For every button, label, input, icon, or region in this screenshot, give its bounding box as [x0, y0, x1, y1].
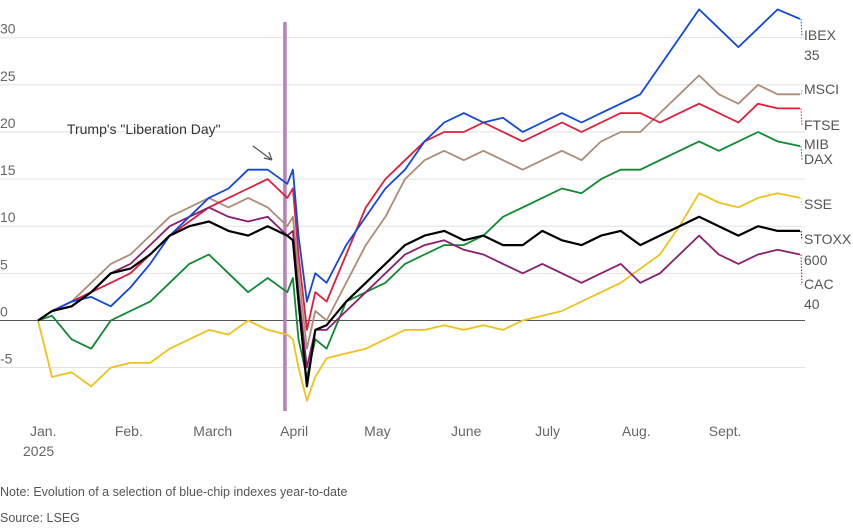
liberation-day-annotation: Trump's "Liberation Day"	[67, 121, 273, 161]
annotation-text: Trump's "Liberation Day"	[67, 121, 221, 137]
series-label-leader	[800, 89, 803, 95]
y-tick-label-5: 5	[0, 256, 8, 272]
chart-note: Note: Evolution of a selection of blue-c…	[0, 485, 348, 499]
series-label-line: DAX	[804, 151, 833, 167]
series-label-leader	[800, 18, 803, 37]
chart-source: Source: LSEG	[0, 511, 80, 525]
series-label-leader	[800, 230, 803, 241]
series-line-cac-40	[37, 206, 801, 369]
series-label-line: 40	[804, 296, 820, 312]
series-label-leader	[800, 108, 803, 127]
x-tick-label-may: May	[364, 423, 390, 439]
x-tick-label-feb: Feb.	[115, 423, 143, 439]
series-label-ibex-35: IBEX 35	[804, 27, 837, 63]
series-line-stoxx-600	[37, 215, 800, 388]
series-label-line: FTSE	[804, 117, 840, 133]
series-label-line: SSE	[804, 196, 832, 212]
series-label-line: MSCI	[804, 81, 839, 97]
series-line-sse	[37, 192, 801, 402]
series-label-leader	[800, 254, 803, 286]
y-axis-tick-labels: -5 0 5 10 15 20 25 30	[0, 21, 16, 367]
x-tick-label-april: April	[280, 423, 308, 439]
series-label-cac-40: CAC 40	[804, 276, 834, 312]
series-label-sse: SSE	[804, 196, 832, 212]
series-label-msci: MSCI	[804, 81, 839, 97]
series-label-leader	[800, 197, 803, 206]
y-tick-label--5: -5	[0, 351, 13, 367]
x-axis-tick-labels: Jan. Feb. March April May June July Aug. Sept. 20…	[23, 423, 741, 459]
x-tick-label-aug: Aug.	[622, 423, 651, 439]
y-tick-label-30: 30	[0, 21, 16, 37]
y-tick-label-25: 25	[0, 68, 16, 84]
y-tick-label-0: 0	[0, 303, 8, 319]
annotation-arrow-icon	[252, 145, 273, 161]
series-label-line: CAC	[804, 276, 834, 292]
series-lines	[37, 8, 801, 402]
series-label-dax: DAX	[804, 151, 833, 167]
y-tick-label-15: 15	[0, 162, 16, 178]
series-label-ftse-mib: FTSE MIB	[804, 117, 840, 152]
x-tick-year-label: 2025	[23, 443, 54, 459]
x-tick-label-june: June	[451, 423, 482, 439]
x-tick-label-march: March	[193, 423, 232, 439]
series-label-line: 35	[804, 47, 820, 63]
series-label-line: MIB	[804, 136, 829, 152]
x-tick-label-sept: Sept.	[709, 423, 742, 439]
series-label-leader	[800, 146, 803, 161]
series-label-line: STOXX	[804, 231, 852, 247]
series-line-msci	[37, 74, 800, 350]
x-tick-label-jan: Jan.	[30, 423, 56, 439]
gridlines	[0, 37, 805, 368]
series-label-stoxx-600: STOXX 600	[804, 231, 852, 268]
x-tick-label-july: July	[535, 423, 560, 439]
y-tick-label-20: 20	[0, 115, 16, 131]
y-tick-label-10: 10	[0, 209, 16, 225]
series-label-line: IBEX	[804, 27, 837, 43]
series-line-dax	[37, 131, 801, 378]
series-label-line: 600	[804, 252, 828, 268]
